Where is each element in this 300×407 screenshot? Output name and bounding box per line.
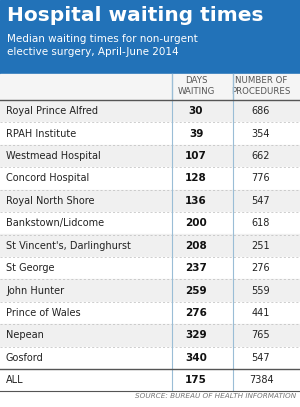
Text: ALL: ALL bbox=[6, 375, 24, 385]
Text: 662: 662 bbox=[252, 151, 270, 161]
Text: St Vincent's, Darlinghurst: St Vincent's, Darlinghurst bbox=[6, 241, 131, 251]
Bar bbox=[0, 167, 300, 190]
Bar bbox=[0, 190, 300, 212]
Bar bbox=[0, 369, 300, 391]
Text: 7384: 7384 bbox=[249, 375, 273, 385]
Text: Bankstown/Lidcome: Bankstown/Lidcome bbox=[6, 218, 104, 228]
Text: 329: 329 bbox=[185, 330, 207, 340]
Text: RPAH Institute: RPAH Institute bbox=[6, 129, 76, 139]
Text: 547: 547 bbox=[252, 353, 270, 363]
Bar bbox=[0, 74, 300, 100]
Text: Median waiting times for non-urgent
elective surgery, April-June 2014: Median waiting times for non-urgent elec… bbox=[7, 34, 198, 57]
Text: DAYS
WAITING: DAYS WAITING bbox=[177, 76, 215, 96]
Text: 208: 208 bbox=[185, 241, 207, 251]
Text: 259: 259 bbox=[185, 286, 207, 295]
Text: 237: 237 bbox=[185, 263, 207, 273]
Text: 175: 175 bbox=[185, 375, 207, 385]
Bar bbox=[0, 212, 300, 234]
Text: Prince of Wales: Prince of Wales bbox=[6, 308, 81, 318]
Bar bbox=[0, 234, 300, 257]
Bar bbox=[0, 100, 300, 123]
Text: John Hunter: John Hunter bbox=[6, 286, 64, 295]
Text: 136: 136 bbox=[185, 196, 207, 206]
Bar bbox=[0, 0, 300, 74]
Text: NUMBER OF
PROCEDURES: NUMBER OF PROCEDURES bbox=[231, 76, 291, 96]
Text: St George: St George bbox=[6, 263, 55, 273]
Text: 765: 765 bbox=[252, 330, 270, 340]
Bar bbox=[0, 123, 300, 145]
Text: 128: 128 bbox=[185, 173, 207, 184]
Text: 354: 354 bbox=[252, 129, 270, 139]
Text: Gosford: Gosford bbox=[6, 353, 44, 363]
Text: 39: 39 bbox=[189, 129, 203, 139]
Bar bbox=[0, 324, 300, 347]
Text: Concord Hospital: Concord Hospital bbox=[6, 173, 89, 184]
Text: 686: 686 bbox=[252, 106, 270, 116]
Bar bbox=[0, 145, 300, 167]
Bar bbox=[0, 347, 300, 369]
Text: SOURCE: BUREAU OF HEALTH INFORMATION: SOURCE: BUREAU OF HEALTH INFORMATION bbox=[135, 393, 296, 399]
Bar bbox=[0, 279, 300, 302]
Text: 107: 107 bbox=[185, 151, 207, 161]
Text: 559: 559 bbox=[252, 286, 270, 295]
Bar bbox=[0, 257, 300, 279]
Text: 776: 776 bbox=[252, 173, 270, 184]
Bar bbox=[0, 302, 300, 324]
Text: 441: 441 bbox=[252, 308, 270, 318]
Text: Hospital waiting times: Hospital waiting times bbox=[7, 6, 263, 25]
Text: 276: 276 bbox=[185, 308, 207, 318]
Text: Westmead Hospital: Westmead Hospital bbox=[6, 151, 101, 161]
Text: 340: 340 bbox=[185, 353, 207, 363]
Text: 200: 200 bbox=[185, 218, 207, 228]
Text: 251: 251 bbox=[252, 241, 270, 251]
Text: Royal North Shore: Royal North Shore bbox=[6, 196, 94, 206]
Text: 276: 276 bbox=[252, 263, 270, 273]
Text: 618: 618 bbox=[252, 218, 270, 228]
Text: Royal Prince Alfred: Royal Prince Alfred bbox=[6, 106, 98, 116]
Text: 547: 547 bbox=[252, 196, 270, 206]
Text: Nepean: Nepean bbox=[6, 330, 44, 340]
Text: 30: 30 bbox=[189, 106, 203, 116]
